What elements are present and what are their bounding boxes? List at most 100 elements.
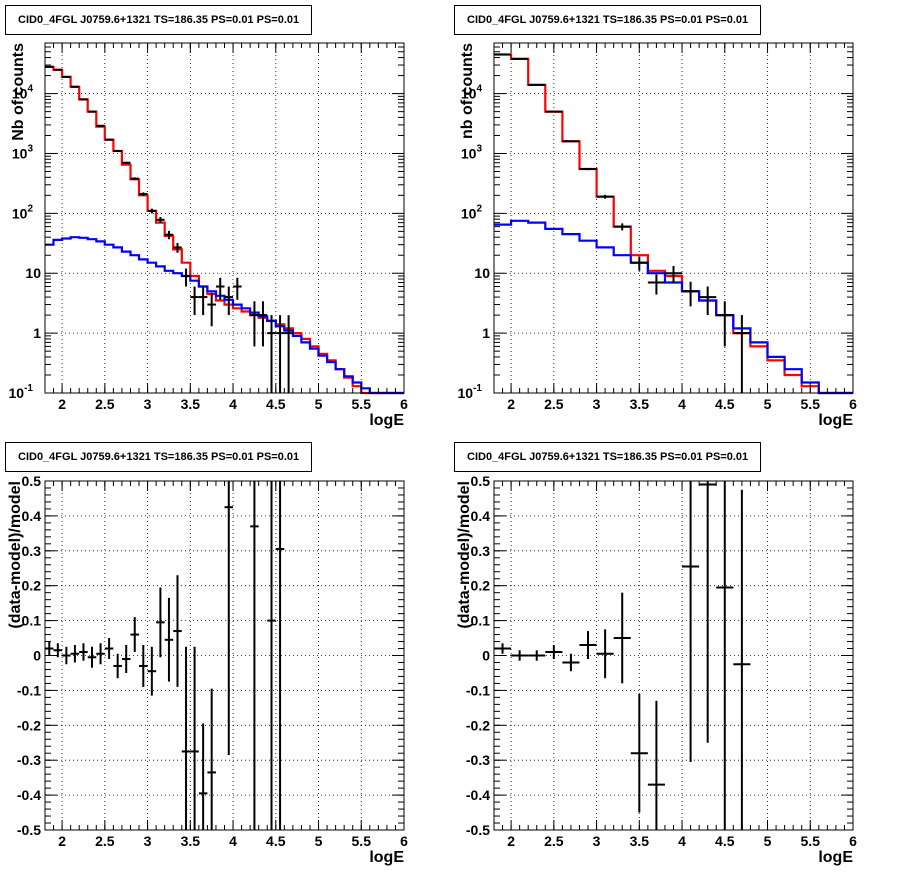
- data-point: [215, 277, 225, 300]
- data-point: [613, 592, 631, 684]
- y-tick-label: 0.2: [22, 578, 42, 594]
- data-point: [70, 645, 80, 663]
- y-tick-label: 10: [25, 265, 41, 281]
- x-tick-label: 2: [58, 833, 66, 849]
- data-point: [139, 645, 148, 687]
- x-tick-label: 5.5: [801, 396, 821, 412]
- data-point: [664, 266, 683, 284]
- pad-bottom-left: 2 2.5 3 3.5 4 4.5 5 5.5 6 -0.5 -0.4 -0.3 -0.2 -0.1 0 0.…: [0, 437, 449, 875]
- data-point: [647, 274, 665, 295]
- residual-plot-right: 2 2.5 3 3.5 4 4.5 5 5.5 6 -0.5 -0.4 -0.3 -0.2 -0.1 0 0.…: [456, 473, 857, 866]
- y-tick-label: 103: [12, 143, 34, 161]
- data-point: [275, 481, 285, 830]
- data-point: [87, 110, 97, 113]
- x-axis-label: logE: [369, 412, 404, 429]
- data-point: [613, 223, 631, 231]
- x-tick-label: 4.5: [715, 833, 735, 849]
- data-point: [147, 646, 157, 696]
- x-tick-label: 2.5: [544, 396, 564, 412]
- data-point: [528, 650, 546, 661]
- data-point: [96, 643, 105, 665]
- x-tick-label: 3.5: [630, 833, 650, 849]
- y-tick-label: 0.1: [22, 613, 42, 629]
- pad-top-left: 2 2.5 3 3.5 4 4.5 5 5.5 6 10-1 1 10 102 103 104 logE Nb …: [0, 0, 449, 437]
- data-point: [716, 481, 734, 830]
- data-point: [596, 629, 614, 679]
- y-tick-label: -0.4: [466, 787, 490, 803]
- data-point: [190, 646, 199, 830]
- y-tick-label: -0.3: [17, 752, 41, 768]
- data-point: [130, 617, 140, 653]
- data-point: [104, 138, 114, 141]
- y-tick-label: 0: [33, 648, 41, 664]
- data-point: [96, 124, 105, 127]
- x-axis-label: logE: [818, 412, 853, 429]
- x-tick-label: 3: [593, 833, 601, 849]
- x-tick-label: 2.5: [95, 396, 115, 412]
- y-tick-exponent: 3: [476, 143, 482, 154]
- data-point: [267, 315, 276, 393]
- data-point: [682, 281, 700, 307]
- y-tick-label: 0.4: [471, 508, 491, 524]
- data-point: [207, 688, 216, 830]
- model-curve-total: [494, 53, 853, 395]
- y-tick-label: 1: [482, 325, 490, 341]
- data-point: [733, 489, 751, 830]
- data-point: [190, 286, 199, 316]
- data-point: [147, 208, 157, 214]
- data-point: [156, 216, 165, 224]
- data-point: [87, 646, 97, 668]
- data-point: [682, 481, 700, 762]
- counts-plot-left: 2 2.5 3 3.5 4 4.5 5 5.5 610-1110102103104logENb …: [9, 42, 408, 429]
- data-point: [164, 597, 174, 682]
- y-tick-label: 103: [461, 143, 483, 161]
- y-tick-label: -0.1: [466, 682, 490, 698]
- x-tick-label: 6: [849, 833, 857, 849]
- y-axis-label: (data-model)/model: [456, 481, 473, 629]
- x-tick-label: 5: [315, 833, 323, 849]
- x-tick-label: 4: [229, 396, 237, 412]
- x-tick-label: 4.5: [715, 396, 735, 412]
- y-tick-label: -0.4: [17, 787, 41, 803]
- data-point: [224, 286, 234, 316]
- x-tick-label: 2: [507, 833, 515, 849]
- data-point: [699, 481, 717, 743]
- data-point: [79, 98, 88, 101]
- data-point: [545, 645, 563, 659]
- pad-top-right: 2 2.5 3 3.5 4 4.5 5 5.5 6 10-1 1 10 102 103 104 logE nb …: [449, 0, 898, 437]
- x-tick-label: 5.5: [352, 396, 372, 412]
- y-tick-label: -0.2: [466, 717, 490, 733]
- residual-plot-left: 2 2.5 3 3.5 4 4.5 5 5.5 6 -0.5 -0.4 -0.3 -0.2 -0.1 0 0.…: [7, 473, 408, 866]
- x-tick-label: 2: [58, 396, 66, 412]
- x-axis-label: logE: [818, 849, 853, 866]
- data-point: [562, 140, 580, 143]
- y-tick-exponent: 3: [27, 143, 33, 154]
- data-point: [596, 194, 614, 199]
- data-point: [53, 643, 63, 658]
- data-point: [121, 161, 131, 164]
- plot-frame: [44, 480, 405, 831]
- y-tick-label: 0.3: [471, 543, 491, 559]
- y-tick-label: -0.2: [17, 717, 41, 733]
- x-tick-label: 3: [593, 396, 601, 412]
- x-tick-label: 4: [229, 833, 237, 849]
- data-point: [562, 653, 580, 672]
- y-tick-label: 10-1: [9, 383, 34, 401]
- x-tick-label: 2: [507, 396, 515, 412]
- x-tick-label: 3: [144, 396, 152, 412]
- data-point: [267, 481, 276, 830]
- x-tick-label: 3.5: [181, 833, 201, 849]
- x-tick-label: 3.5: [181, 396, 201, 412]
- y-tick-label: 0.4: [22, 508, 42, 524]
- data-point: [173, 575, 182, 687]
- x-tick-label: 4.5: [266, 396, 286, 412]
- x-tick-label: 5: [764, 833, 772, 849]
- y-tick-label: 102: [461, 203, 483, 221]
- data-point: [130, 177, 140, 181]
- plot-title: CID0_4FGL J0759.6+1321 TS=186.35 PS=0.01…: [5, 442, 313, 472]
- x-tick-label: 5: [315, 396, 323, 412]
- y-axis-label: (data-model)/model: [7, 481, 24, 629]
- x-tick-label: 5: [764, 396, 772, 412]
- data-point: [181, 646, 191, 830]
- y-tick-exponent: 4: [27, 84, 33, 95]
